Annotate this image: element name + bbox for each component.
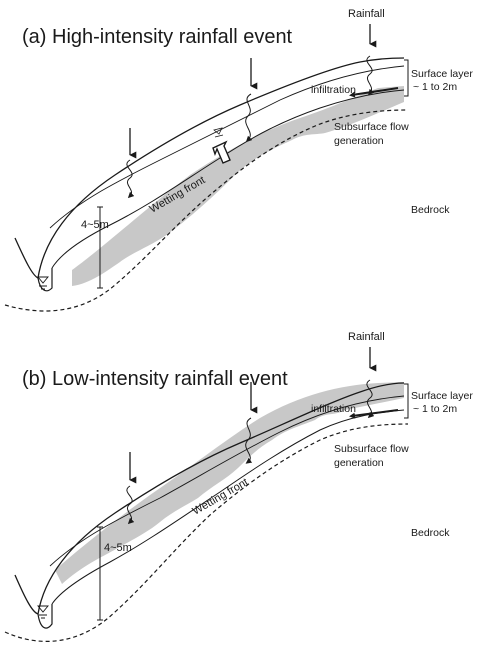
panel-b-ground-surface xyxy=(14,382,405,615)
panel-a-rainfall-label: Rainfall xyxy=(348,8,385,20)
panel-b-title: (b) Low-intensity rainfall event xyxy=(22,368,288,390)
panel-a-infiltration-path-2 xyxy=(245,93,253,143)
panel-a-depth-bracket xyxy=(97,206,103,289)
panel-a-surface-layer-line xyxy=(49,65,405,229)
panel-b-surface-layer-depth: ~ 1 to 2m xyxy=(413,403,457,415)
panel-b-rainfall-label: Rainfall xyxy=(348,331,385,343)
panel-b-subsurface-arrow xyxy=(349,409,399,419)
panel-b-bedrock-label: Bedrock xyxy=(411,527,450,539)
panel-a: (a) High-intensity rainfall event 4~5m R… xyxy=(4,8,473,312)
panel-a-subsurface-arrow xyxy=(349,87,399,98)
panel-a-depth-label: 4~5m xyxy=(81,219,109,231)
panel-a-slope-water-symbol xyxy=(213,127,224,138)
panel-a-subsurface-label-1: Subsurface flow xyxy=(334,121,409,133)
panel-b-wetted-zone xyxy=(55,382,404,584)
panel-b-water-symbol xyxy=(37,605,49,619)
panel-b-depth-label: 4~5m xyxy=(104,542,132,554)
panel-a-water-symbol xyxy=(37,276,49,290)
panel-b-surface-layer-line xyxy=(49,395,405,567)
panel-b-infiltration-path-2 xyxy=(245,417,253,464)
panel-b: (b) Low-intensity rainfall event 4~5m Ra… xyxy=(4,331,473,642)
panel-b-surface-layer-label: Surface layer xyxy=(411,390,473,402)
panel-a-infiltration-path-3 xyxy=(126,159,135,199)
panel-b-subsurface-label-1: Subsurface flow xyxy=(334,443,409,455)
panel-b-infiltration-path-3 xyxy=(126,485,135,525)
panel-a-wetted-zone xyxy=(72,86,404,286)
panel-a-soil-base xyxy=(51,89,405,269)
panel-b-soil-base xyxy=(51,409,405,605)
panel-a-infiltration-label: infiltration xyxy=(311,84,356,96)
panel-b-surface-layer-bracket xyxy=(404,383,409,419)
panel-b-bedrock-line xyxy=(4,423,409,642)
panel-b-infiltration-label: infiltration xyxy=(311,403,356,415)
panel-b-subsurface-label-2: generation xyxy=(334,457,384,469)
panel-a-surface-layer-label: Surface layer xyxy=(411,68,473,80)
panel-a-surface-layer-depth: ~ 1 to 2m xyxy=(413,81,457,93)
panel-a-surface-layer-bracket xyxy=(404,59,409,97)
panel-a-ground-surface xyxy=(14,57,405,279)
panel-a-subsurface-label-2: generation xyxy=(334,135,384,147)
panel-a-rising-arrow xyxy=(212,140,231,164)
panel-b-depth-bracket xyxy=(97,526,103,621)
panel-a-bedrock-line xyxy=(4,109,409,312)
panel-a-infiltration-path-1 xyxy=(366,55,375,96)
panel-a-title: (a) High-intensity rainfall event xyxy=(22,26,293,48)
panel-b-channel xyxy=(37,604,53,629)
panel-a-bedrock-label: Bedrock xyxy=(411,204,450,216)
panel-b-infiltration-path-1 xyxy=(366,379,375,419)
panel-a-channel xyxy=(37,268,53,292)
